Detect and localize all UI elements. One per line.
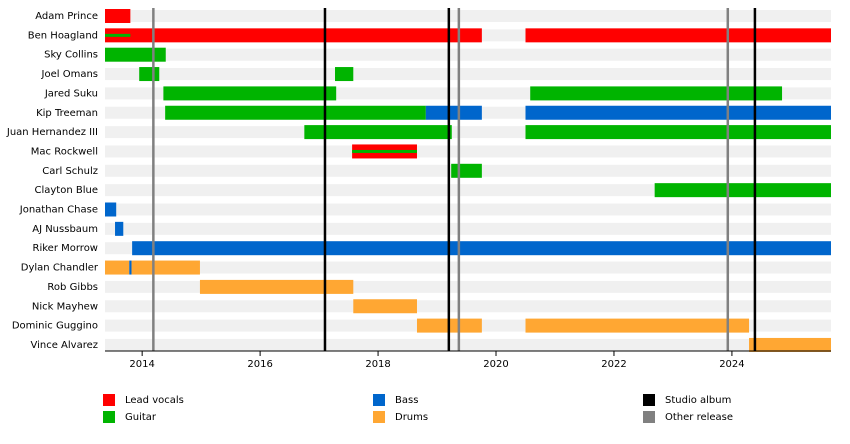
x-tick-label: 2018 <box>365 359 390 370</box>
bar <box>749 337 831 352</box>
row-stripe <box>105 10 831 22</box>
legend-swatch <box>373 394 385 406</box>
row-stripe <box>105 261 831 274</box>
row-stripe <box>105 48 831 61</box>
row-stripe <box>105 203 831 216</box>
bar <box>525 125 831 140</box>
bar <box>525 105 831 120</box>
legend-label: Bass <box>395 395 418 406</box>
x-tick-label: 2020 <box>483 359 508 370</box>
bar <box>105 9 131 23</box>
y-tick-label: Ben Hoagland <box>28 30 98 41</box>
y-tick-label: Carl Schulz <box>42 166 98 177</box>
bar <box>105 202 117 217</box>
row-stripe <box>105 222 831 235</box>
bar <box>451 163 482 178</box>
bar <box>335 67 354 82</box>
row-stripe <box>105 300 831 313</box>
y-tick-label: AJ Nussbaum <box>32 224 98 235</box>
bar <box>139 67 160 82</box>
bar <box>654 183 831 198</box>
y-tick-label: Dominic Guggino <box>12 321 98 332</box>
row-stripe <box>105 145 831 158</box>
y-tick-label: Joel Omans <box>41 69 98 80</box>
legend-label: Other release <box>665 412 733 423</box>
bar <box>199 279 354 294</box>
legend-label: Lead vocals <box>125 395 184 406</box>
bar <box>115 221 124 236</box>
bar <box>163 86 337 101</box>
y-tick-label: Jonathan Chase <box>19 205 98 216</box>
bar <box>131 260 200 275</box>
row-stripe <box>105 184 831 197</box>
row-stripe <box>105 338 831 351</box>
y-tick-label: Vince Alvarez <box>30 340 98 351</box>
y-tick-label: Dylan Chandler <box>21 263 99 274</box>
bar <box>129 260 132 275</box>
y-tick-label: Rob Gibbs <box>47 282 98 293</box>
x-tick-label: 2014 <box>129 359 154 370</box>
legend-label: Guitar <box>125 412 157 423</box>
legend-swatch <box>643 394 655 406</box>
legend-label: Studio album <box>665 395 731 406</box>
y-tick-label: Sky Collins <box>44 50 98 61</box>
legend-label: Drums <box>395 412 428 423</box>
y-tick-label: Clayton Blue <box>35 185 99 196</box>
bar <box>525 318 750 333</box>
y-tick-label: Kip Treeman <box>36 108 98 119</box>
bar <box>530 86 783 101</box>
bar <box>353 299 417 314</box>
bar <box>304 125 452 140</box>
bar <box>105 47 166 62</box>
bar <box>132 241 832 256</box>
legend-swatch <box>643 411 655 423</box>
x-tick-label: 2016 <box>247 359 272 370</box>
y-tick-label: Adam Prince <box>35 11 98 22</box>
legend-swatch <box>103 394 115 406</box>
bar <box>105 33 131 37</box>
bar <box>165 105 426 120</box>
bar <box>105 260 130 275</box>
bar <box>352 149 417 153</box>
row-stripe <box>105 68 831 81</box>
bar <box>425 105 482 120</box>
legend-swatch <box>103 411 115 423</box>
y-tick-label: Riker Morrow <box>33 243 98 254</box>
legend-swatch <box>373 411 385 423</box>
y-tick-label: Mac Rockwell <box>31 146 98 157</box>
bar <box>525 28 831 43</box>
x-tick-label: 2022 <box>601 359 626 370</box>
y-tick-label: Nick Mayhew <box>32 301 98 312</box>
x-tick-label: 2024 <box>719 359 744 370</box>
bar <box>105 28 482 43</box>
y-tick-label: Juan Hernandez III <box>6 127 98 138</box>
y-tick-label: Jared Suku <box>44 88 98 99</box>
